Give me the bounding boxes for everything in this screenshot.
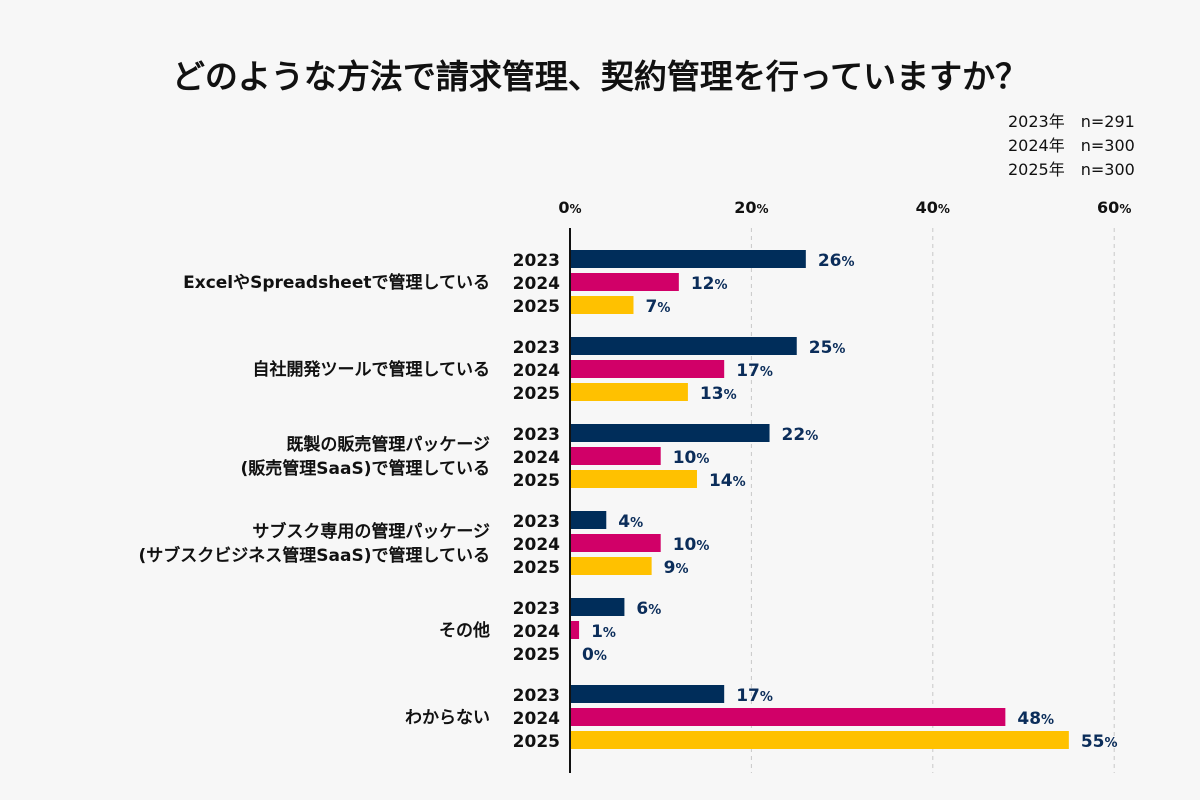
series-year-label: 2024 xyxy=(513,448,560,468)
sample-size-2023: 2023年 n=291 xyxy=(1008,112,1135,131)
series-year-label: 2024 xyxy=(513,622,560,642)
category-label: その他 xyxy=(439,620,490,641)
sample-size-2024: 2024年 n=300 xyxy=(1008,136,1135,155)
data-label: 55% xyxy=(1081,732,1118,752)
category-label: (サブスクビジネス管理SaaS)で管理している xyxy=(139,545,490,566)
series-year-label: 2024 xyxy=(513,274,560,294)
series-year-label: 2023 xyxy=(513,425,560,445)
data-label: 0% xyxy=(582,645,607,665)
bar-2025 xyxy=(570,296,634,314)
bar-2023 xyxy=(570,337,797,355)
sample-size-2025: 2025年 n=300 xyxy=(1008,160,1135,179)
bar-2024 xyxy=(570,621,580,639)
series-year-label: 2025 xyxy=(513,645,560,665)
data-label: 12% xyxy=(691,274,728,294)
data-label: 6% xyxy=(636,599,661,619)
series-year-label: 2024 xyxy=(513,361,560,381)
data-label: 9% xyxy=(664,558,689,578)
bar-2025 xyxy=(570,470,697,488)
data-label: 25% xyxy=(809,338,846,358)
data-label: 17% xyxy=(736,686,773,706)
x-tick-label: 0% xyxy=(558,198,581,217)
bar-2023 xyxy=(570,598,625,616)
bar-2025 xyxy=(570,731,1069,749)
series-year-label: 2024 xyxy=(513,709,560,729)
bar-2025 xyxy=(570,383,688,401)
series-year-label: 2024 xyxy=(513,535,560,555)
data-label: 22% xyxy=(782,425,819,445)
bar-2024 xyxy=(570,708,1006,726)
series-year-label: 2025 xyxy=(513,732,560,752)
data-label: 7% xyxy=(645,297,670,317)
series-year-label: 2023 xyxy=(513,338,560,358)
series-year-label: 2025 xyxy=(513,297,560,317)
bar-2024 xyxy=(570,447,661,465)
series-year-label: 2023 xyxy=(513,251,560,271)
data-label: 13% xyxy=(700,384,737,404)
category-label: 既製の販売管理パッケージ xyxy=(286,434,490,455)
data-label: 48% xyxy=(1017,709,1054,729)
data-label: 10% xyxy=(673,448,710,468)
category-label: サブスク専用の管理パッケージ xyxy=(252,521,490,542)
chart-title: どのような方法で請求管理、契約管理を行っていますか？ xyxy=(171,57,1029,96)
series-year-label: 2025 xyxy=(513,471,560,491)
data-label: 14% xyxy=(709,471,746,491)
category-label: わからない xyxy=(405,708,490,728)
category-label: ExcelやSpreadsheetで管理している xyxy=(183,272,490,293)
bar-2023 xyxy=(570,424,770,442)
x-tick-label: 20% xyxy=(734,198,768,217)
data-label: 1% xyxy=(591,622,616,642)
data-label: 26% xyxy=(818,251,855,271)
series-year-label: 2025 xyxy=(513,384,560,404)
series-year-label: 2025 xyxy=(513,558,560,578)
category-label: 自社開発ツールで管理している xyxy=(253,359,491,380)
x-tick-label: 60% xyxy=(1097,198,1131,217)
bar-2025 xyxy=(570,557,652,575)
series-year-label: 2023 xyxy=(513,512,560,532)
bar-2023 xyxy=(570,685,725,703)
series-year-label: 2023 xyxy=(513,599,560,619)
category-label: (販売管理SaaS)で管理している xyxy=(241,458,490,479)
data-label: 17% xyxy=(736,361,773,381)
bar-2024 xyxy=(570,534,661,552)
bar-2024 xyxy=(570,273,679,291)
series-year-label: 2023 xyxy=(513,686,560,706)
data-label: 4% xyxy=(618,512,643,532)
x-tick-label: 40% xyxy=(916,198,950,217)
bar-2023 xyxy=(570,250,806,268)
bar-2023 xyxy=(570,511,607,529)
bar-2024 xyxy=(570,360,725,378)
data-label: 10% xyxy=(673,535,710,555)
